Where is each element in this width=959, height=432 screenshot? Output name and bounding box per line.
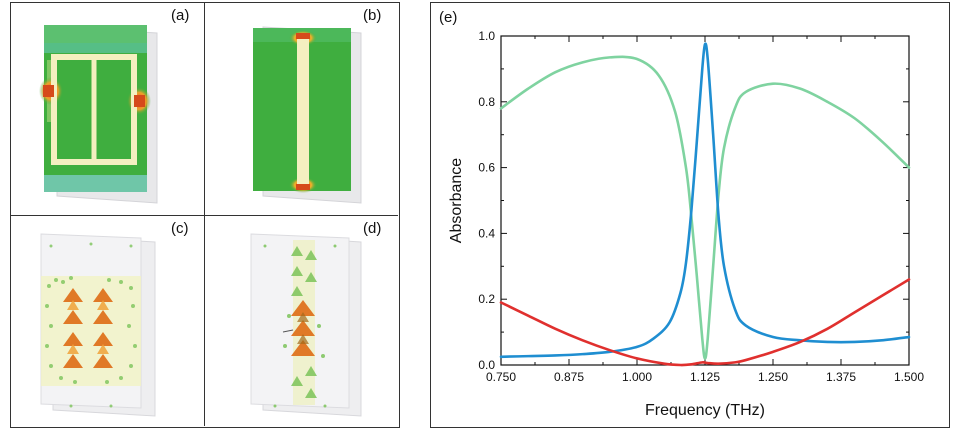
x-tick-label: 0.875	[554, 370, 584, 384]
x-tick-label: 1.000	[622, 370, 652, 384]
panel-a: (a)	[11, 3, 205, 216]
y-tick-label: 0.8	[478, 95, 495, 109]
x-tick-label: 1.375	[826, 370, 856, 384]
panel-a-label: (a)	[171, 7, 190, 24]
panel-b-label: (b)	[363, 7, 382, 24]
y-tick-label: 0.0	[478, 358, 495, 372]
panel-d: (d)	[205, 216, 398, 426]
panel-d-current-map	[250, 233, 362, 417]
absorbance-chart: 0.750 0.875 1.000 1.125 1.250 1.375 1.500 0.0 0.…	[448, 29, 924, 419]
x-tick-label: 1.500	[894, 370, 924, 384]
x-axis-label: Frequency (THz)	[645, 402, 765, 419]
absorbance-chart-panel: (e) 0.750 0.875 1.000 1.125 1.250 1.375 1.500 0…	[430, 2, 950, 428]
panel-d-label: (d)	[363, 220, 382, 237]
y-tick-label: 0.4	[478, 226, 495, 240]
x-tick-label: 1.125	[690, 370, 720, 384]
panel-e-label: (e)	[439, 9, 458, 26]
panel-b: (b)	[205, 3, 398, 216]
y-tick-label: 1.0	[478, 29, 495, 43]
series-line-green	[499, 55, 911, 360]
panel-c-current-map	[40, 233, 156, 417]
field-panels-grid: (a) (b)	[10, 2, 400, 428]
series-line-red	[499, 278, 911, 367]
panel-c: (c)	[11, 216, 205, 426]
y-axis-label: Absorbance	[448, 158, 465, 243]
y-tick-label: 0.6	[478, 161, 495, 175]
x-tick-label: 1.250	[758, 370, 788, 384]
y-tick-label: 0.2	[478, 292, 495, 306]
x-tick-label: 0.750	[486, 370, 516, 384]
panel-c-label: (c)	[171, 220, 189, 237]
series-line-blue	[499, 42, 911, 359]
panel-b-field-map	[253, 26, 362, 204]
panel-a-field-map	[39, 25, 158, 204]
